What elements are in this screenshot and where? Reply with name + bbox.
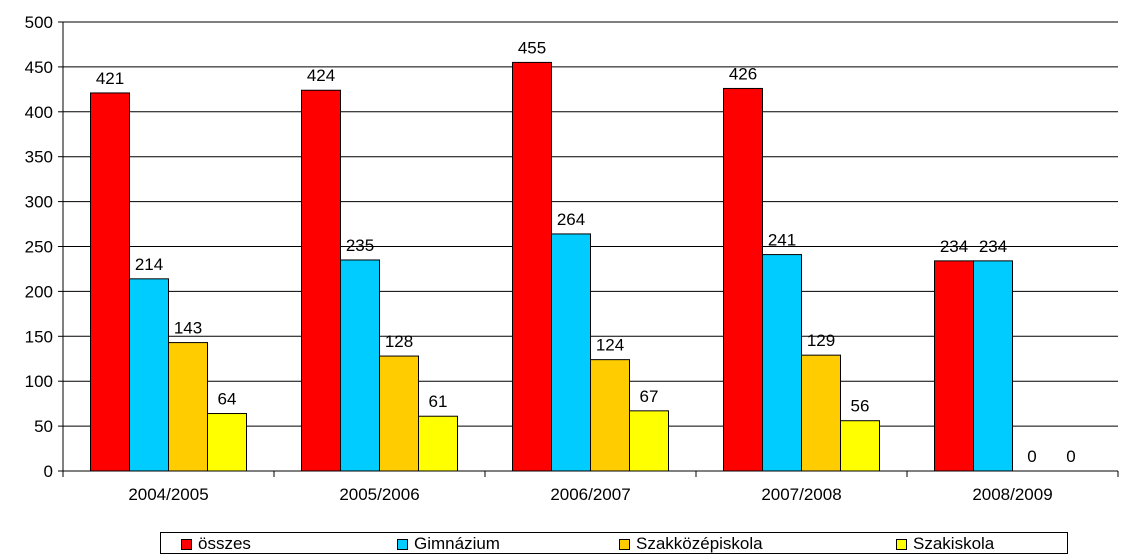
- data-label: 143: [174, 319, 202, 338]
- x-tick-label: 2005/2006: [339, 485, 419, 504]
- bar: [90, 92, 130, 472]
- legend-label-gimnazium: Gimnázium: [414, 534, 500, 553]
- bar: [590, 359, 630, 472]
- data-label: 424: [307, 66, 335, 85]
- legend-item-osszes: összes: [181, 534, 251, 553]
- y-tick-label: 50: [34, 417, 53, 436]
- bar: [512, 61, 552, 472]
- y-tick-label: 150: [25, 327, 53, 346]
- data-label: 234: [940, 237, 968, 256]
- legend-swatch-osszes: [181, 538, 192, 550]
- bar: [129, 278, 169, 472]
- bar: [301, 89, 341, 472]
- bar: [934, 260, 974, 472]
- y-tick-label: 350: [25, 148, 53, 167]
- legend-item-szakiskola: Szakiskola: [896, 534, 995, 553]
- data-label: 56: [851, 397, 870, 416]
- legend-item-szakkozepiskola: Szakközépiskola: [619, 534, 763, 553]
- legend-item-gimnazium: Gimnázium: [397, 534, 500, 553]
- bar: [973, 260, 1013, 472]
- bar: [379, 355, 419, 472]
- x-tick-label: 2006/2007: [550, 485, 630, 504]
- legend-swatch-gimnazium: [397, 538, 408, 550]
- bar-chart: 0 50 100 150 200 250 300 350 400 450 500 2004/2005 4…: [25, 13, 1119, 504]
- bar: [340, 259, 380, 472]
- y-tick-label: 300: [25, 193, 53, 212]
- data-label: 67: [640, 387, 659, 406]
- bar: [207, 413, 247, 472]
- bar: [723, 87, 763, 472]
- legend-swatch-szakiskola: [896, 538, 907, 550]
- y-tick-label: 500: [25, 13, 53, 32]
- data-label: 234: [979, 237, 1007, 256]
- data-label: 64: [218, 390, 237, 409]
- bar: [551, 233, 591, 472]
- bar: [801, 354, 841, 472]
- legend-label-szakiskola: Szakiskola: [913, 534, 995, 553]
- data-label: 124: [596, 336, 624, 355]
- bar: [840, 420, 880, 472]
- x-tick-label: 2007/2008: [761, 485, 841, 504]
- data-label: 129: [807, 331, 835, 350]
- bar: [168, 342, 208, 472]
- data-label: 426: [729, 64, 757, 83]
- bar: [418, 415, 458, 472]
- y-tick-label: 450: [25, 58, 53, 77]
- legend-label-szakkozepiskola: Szakközépiskola: [636, 534, 763, 553]
- legend-swatch-szakkozepiskola: [619, 538, 630, 550]
- data-label: 235: [346, 236, 374, 255]
- data-label: 241: [768, 231, 796, 250]
- legend: összes Gimnázium Szakközépiskola Szakisk…: [160, 532, 1068, 554]
- data-label: 0: [1027, 447, 1036, 466]
- x-tick-label: 2008/2009: [972, 485, 1052, 504]
- data-label: 128: [385, 332, 413, 351]
- y-tick-label: 200: [25, 282, 53, 301]
- bar: [629, 410, 669, 472]
- x-tick-label: 2004/2005: [128, 485, 208, 504]
- y-tick-label: 100: [25, 372, 53, 391]
- y-tick-label: 400: [25, 103, 53, 122]
- data-label: 61: [429, 392, 448, 411]
- data-label: 214: [135, 255, 163, 274]
- data-label: 455: [518, 38, 546, 57]
- legend-label-osszes: összes: [198, 534, 251, 553]
- data-label: 421: [96, 69, 124, 88]
- y-tick-label: 250: [25, 238, 53, 257]
- data-label: 0: [1066, 447, 1075, 466]
- data-label: 264: [557, 210, 585, 229]
- bar: [762, 254, 802, 472]
- y-tick-label: 0: [44, 462, 53, 481]
